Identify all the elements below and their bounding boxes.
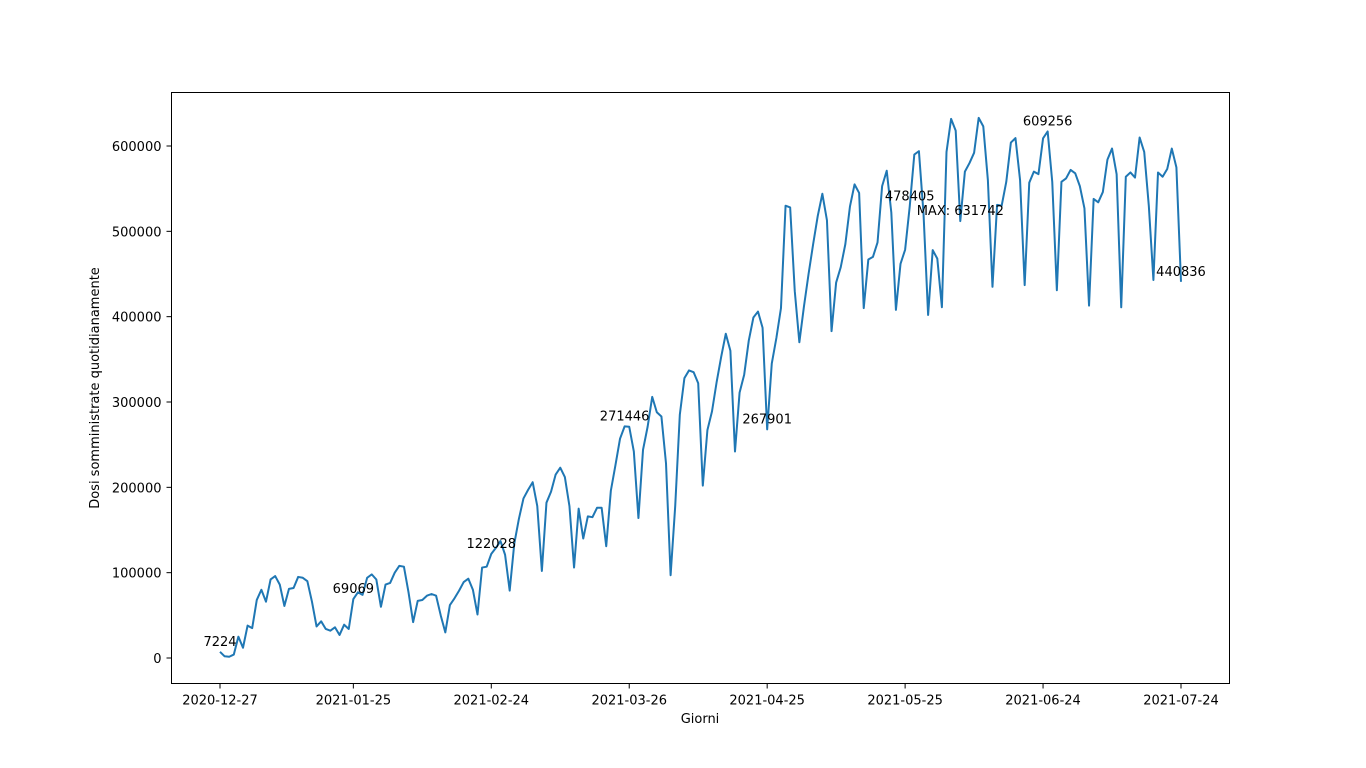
x-tick-label: 2021-05-25 xyxy=(867,694,943,709)
y-axis-ticks: 0 100000 200000 300000 400000 500000 600000 xyxy=(112,140,172,667)
x-tick-label: 2021-04-25 xyxy=(729,694,805,709)
x-tick-label: 2020-12-27 xyxy=(182,694,258,709)
y-tick-label: 400000 xyxy=(112,311,162,326)
y-axis-label: Dosi somministrate quotidianamente xyxy=(88,267,103,509)
x-tick-label: 2021-02-24 xyxy=(454,694,530,709)
x-axis-label: Giorni xyxy=(681,712,720,727)
x-tick-label: 2021-01-25 xyxy=(316,694,392,709)
data-point-annotation: 440836 xyxy=(1156,265,1206,280)
data-point-annotation: 122028 xyxy=(466,537,516,552)
y-tick-label: 600000 xyxy=(112,140,162,155)
y-tick-label: 500000 xyxy=(112,225,162,240)
data-point-annotation: 478405 xyxy=(885,190,935,205)
y-tick-label: 300000 xyxy=(112,396,162,411)
data-point-annotation: 271446 xyxy=(600,409,650,424)
y-tick-label: 100000 xyxy=(112,567,162,582)
data-point-annotation: 7224 xyxy=(203,635,236,650)
x-tick-label: 2021-06-24 xyxy=(1005,694,1081,709)
plot-area xyxy=(171,92,1230,684)
data-point-annotation: MAX: 631742 xyxy=(917,204,1004,219)
x-axis-ticks: 2020-12-27 2021-01-25 2021-02-24 2021-03-26… xyxy=(182,683,1219,709)
data-point-annotation: 609256 xyxy=(1023,114,1073,129)
data-point-annotation: 69069 xyxy=(333,582,374,597)
x-tick-label: 2021-07-24 xyxy=(1143,694,1219,709)
y-tick-label: 200000 xyxy=(112,481,162,496)
x-tick-label: 2021-03-26 xyxy=(591,694,667,709)
series-line-daily-doses xyxy=(219,116,1182,658)
y-tick-label: 0 xyxy=(153,652,161,667)
data-point-annotation: 267901 xyxy=(742,412,792,427)
